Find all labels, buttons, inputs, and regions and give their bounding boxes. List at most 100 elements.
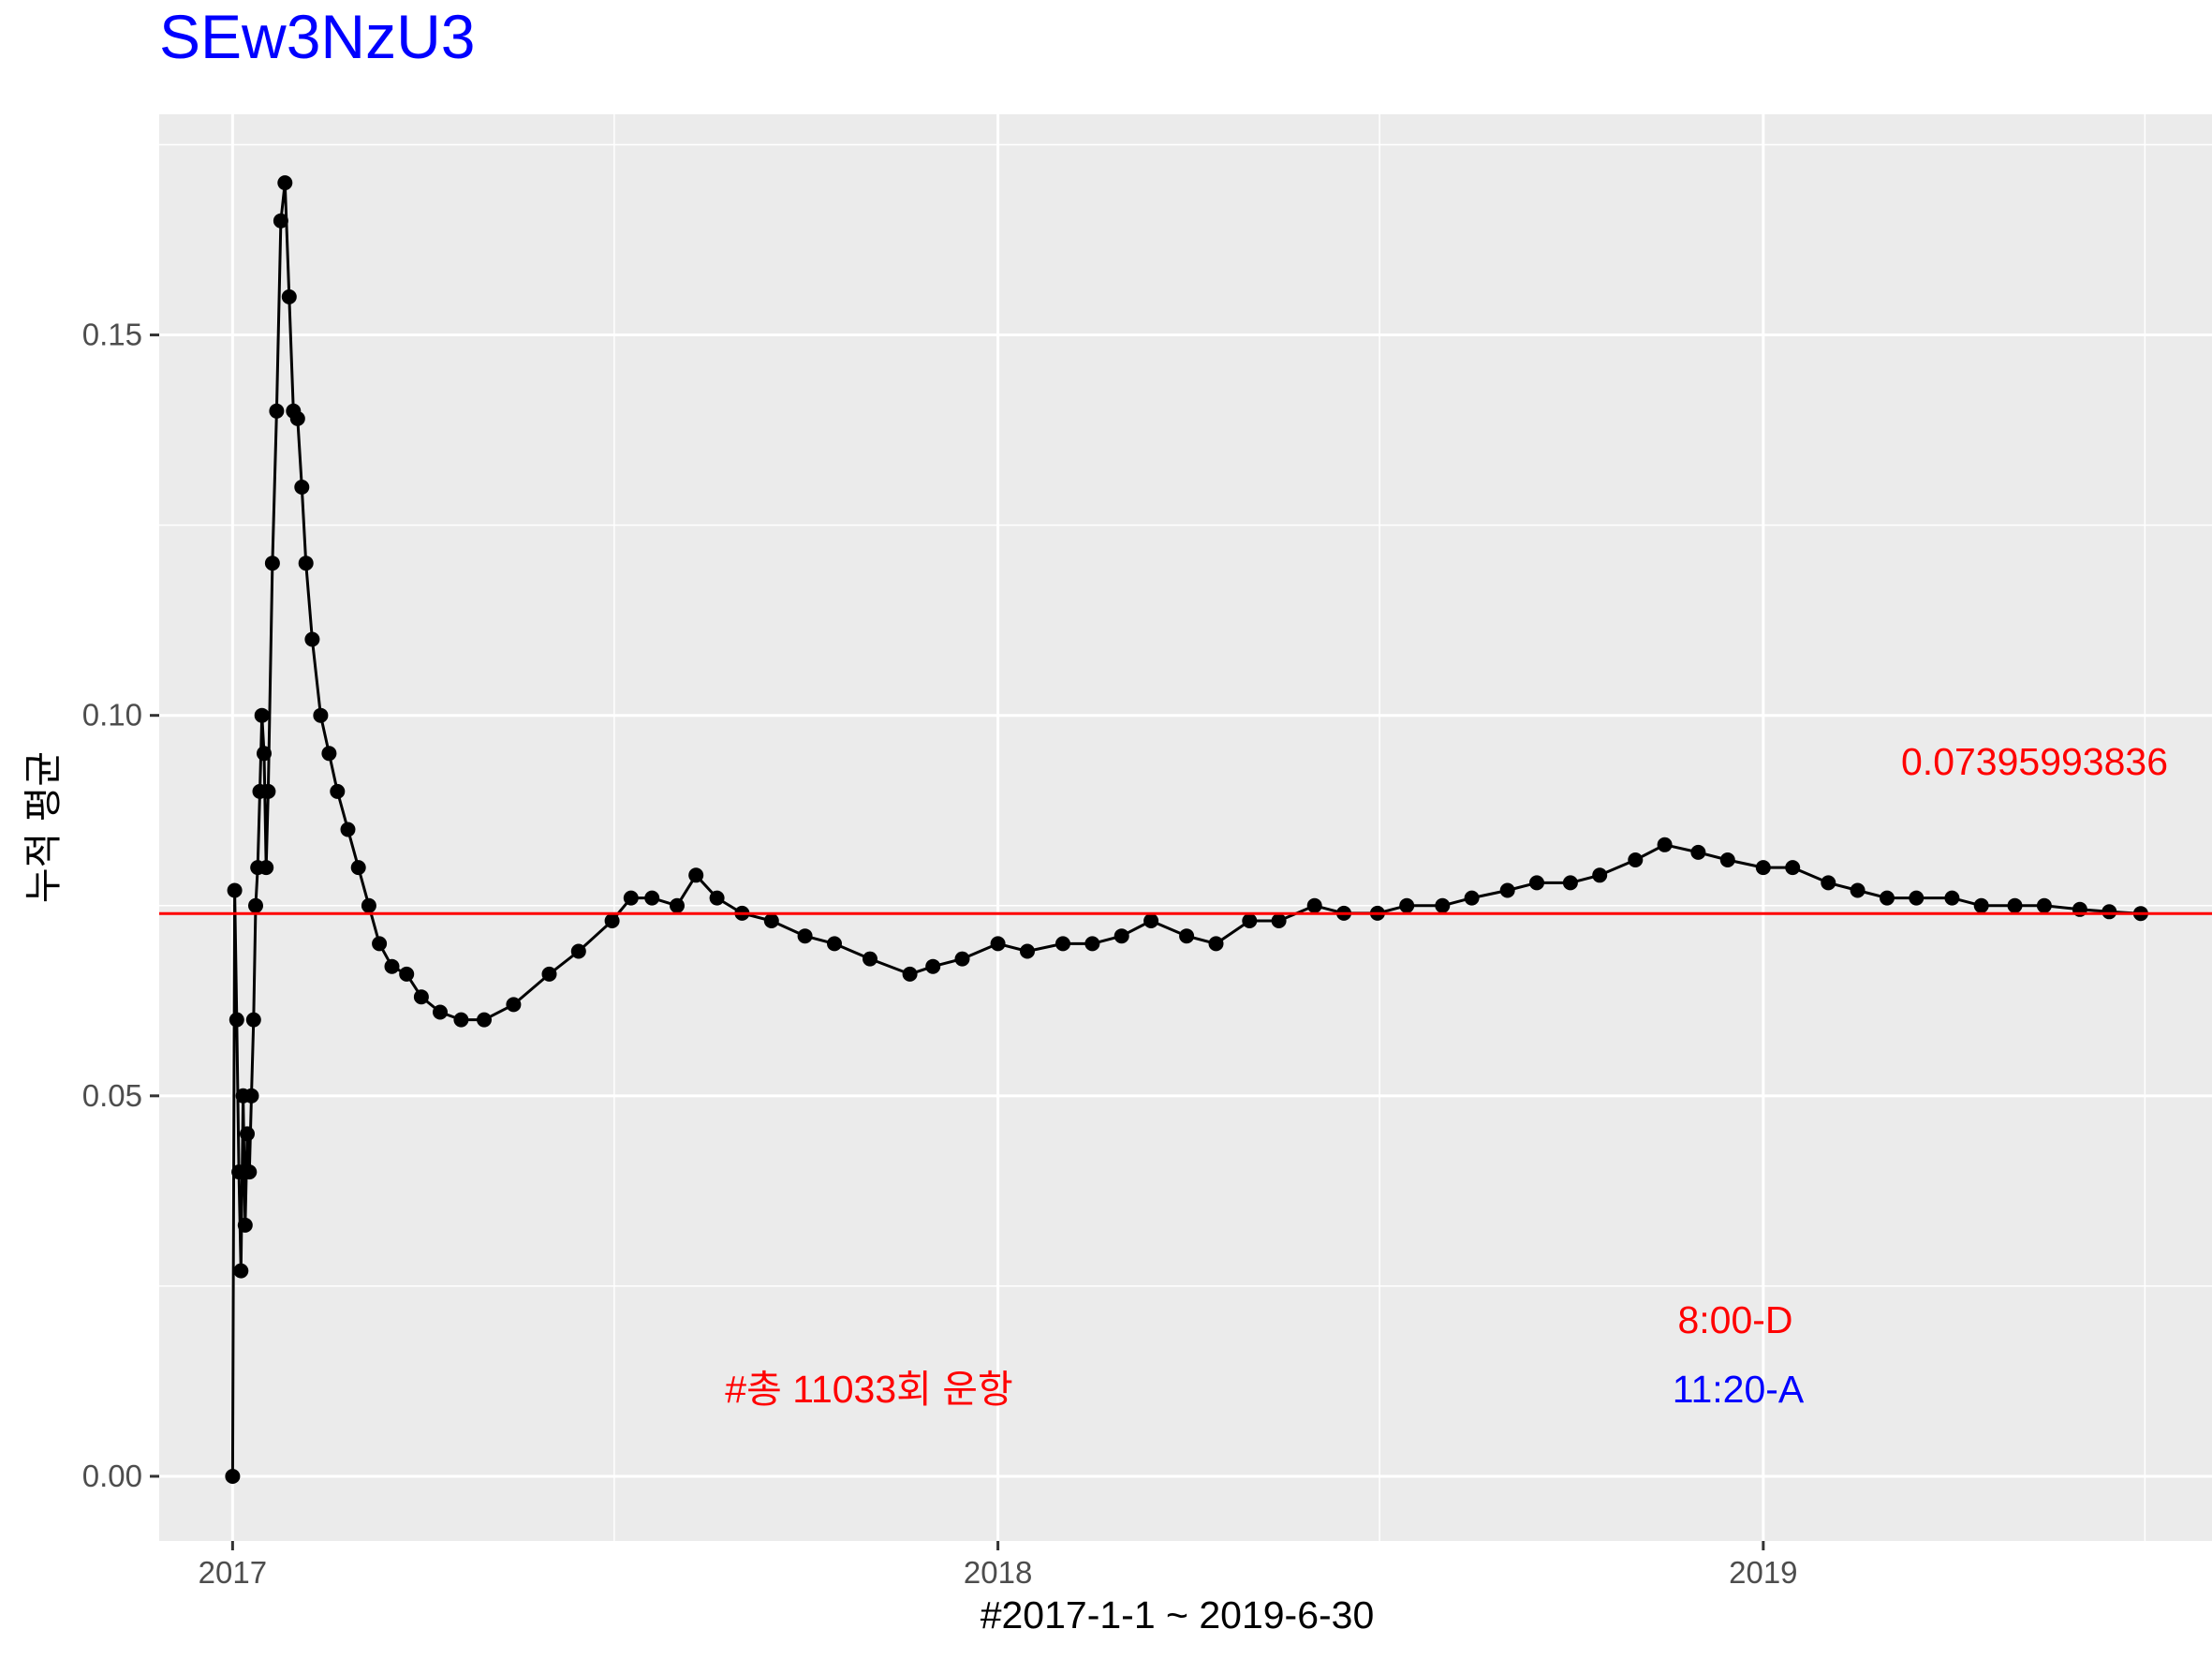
- data-point: [240, 1126, 255, 1142]
- x-axis-title: #2017-1-1 ~ 2019-6-30: [981, 1593, 1375, 1637]
- data-point: [797, 928, 813, 944]
- data-point: [1785, 860, 1801, 876]
- data-point: [1208, 936, 1224, 952]
- data-point: [1944, 890, 1960, 906]
- data-point: [281, 289, 297, 304]
- x-tick-label: 2018: [964, 1555, 1032, 1590]
- data-point: [623, 890, 639, 906]
- data-point: [1755, 860, 1771, 876]
- data-point: [1529, 875, 1544, 891]
- data-point: [827, 936, 842, 952]
- data-point: [1020, 943, 1035, 959]
- data-point: [1143, 913, 1159, 928]
- data-point: [1113, 928, 1129, 944]
- data-point: [225, 1469, 241, 1484]
- y-tick-label: 0.05: [82, 1078, 142, 1113]
- data-point: [229, 1012, 244, 1028]
- data-point: [245, 1012, 261, 1028]
- data-point: [688, 867, 704, 883]
- data-point: [260, 783, 276, 799]
- data-point: [2036, 897, 2052, 913]
- data-point: [340, 822, 356, 837]
- data-point: [925, 958, 941, 974]
- grid-lines: [159, 114, 2212, 1541]
- x-tick-label: 2017: [199, 1555, 267, 1590]
- data-point: [1306, 897, 1322, 913]
- annotations: 0.07395993836 8:00-D 11:20-A #총 11033회 운항: [725, 740, 2168, 1411]
- annotation-3: #총 11033회 운항: [725, 1368, 1012, 1411]
- data-point: [1821, 875, 1836, 891]
- data-point: [1690, 844, 1706, 860]
- data-point: [384, 958, 400, 974]
- data-point: [1499, 882, 1515, 898]
- data-point: [1562, 875, 1578, 891]
- data-point: [1084, 936, 1100, 952]
- data-point: [304, 631, 320, 647]
- data-point: [257, 746, 272, 762]
- data-point: [264, 555, 280, 571]
- data-point: [372, 936, 388, 952]
- data-point: [289, 410, 305, 426]
- annotation-2: 11:20-A: [1673, 1368, 1805, 1411]
- data-point: [433, 1004, 448, 1020]
- axes: 0.00 0.05 0.10 0.15 2017 2018 2019: [82, 318, 1798, 1590]
- data-point: [399, 966, 415, 982]
- data-point: [1055, 936, 1070, 952]
- y-tick-label: 0.15: [82, 318, 142, 352]
- data-point: [604, 913, 620, 928]
- data-point: [990, 936, 1006, 952]
- data-point: [248, 897, 263, 913]
- y-tick-label: 0.00: [82, 1459, 142, 1493]
- data-point: [1592, 867, 1608, 883]
- data-point: [233, 1263, 249, 1279]
- data-point: [2007, 897, 2023, 913]
- data-point: [763, 913, 779, 928]
- data-point: [277, 175, 293, 191]
- data-point: [1271, 913, 1287, 928]
- data-point: [269, 403, 285, 419]
- data-point: [298, 555, 314, 571]
- data-point: [294, 480, 310, 495]
- data-point: [541, 966, 557, 982]
- data-point: [321, 746, 337, 762]
- data-point: [1399, 897, 1415, 913]
- data-point: [227, 882, 243, 898]
- annotation-0: 0.07395993836: [1901, 740, 2168, 783]
- data-point: [1435, 897, 1451, 913]
- data-point: [242, 1164, 258, 1180]
- data-point: [477, 1012, 492, 1028]
- data-point: [2101, 904, 2117, 920]
- data-point: [1464, 890, 1480, 906]
- annotation-1: 8:00-D: [1677, 1298, 1792, 1341]
- data-point: [1880, 890, 1895, 906]
- data-point: [506, 997, 522, 1013]
- y-axis-title: 누적 평균: [22, 751, 65, 903]
- data-point: [254, 707, 270, 723]
- y-tick-label: 0.10: [82, 698, 142, 733]
- plot-panel: [159, 114, 2212, 1541]
- data-point: [1909, 890, 1924, 906]
- data-point: [413, 989, 429, 1005]
- data-point: [670, 897, 685, 913]
- data-point: [330, 783, 346, 799]
- chart-title: SEw3NzU3: [159, 2, 475, 71]
- data-point: [709, 890, 725, 906]
- data-point: [570, 943, 586, 959]
- data-point: [350, 860, 366, 876]
- data-point: [313, 707, 329, 723]
- series-layer: [159, 175, 2212, 1484]
- data-point: [1179, 928, 1195, 944]
- x-tick-label: 2019: [1729, 1555, 1797, 1590]
- data-point: [231, 1164, 247, 1180]
- data-point: [902, 966, 918, 982]
- data-point: [644, 890, 660, 906]
- data-point: [1628, 852, 1644, 867]
- data-point: [863, 951, 877, 967]
- data-point: [453, 1012, 469, 1028]
- data-point: [1850, 882, 1865, 898]
- data-point: [1719, 852, 1735, 867]
- data-point: [361, 897, 376, 913]
- data-point: [1657, 837, 1673, 852]
- data-point: [1973, 897, 1989, 913]
